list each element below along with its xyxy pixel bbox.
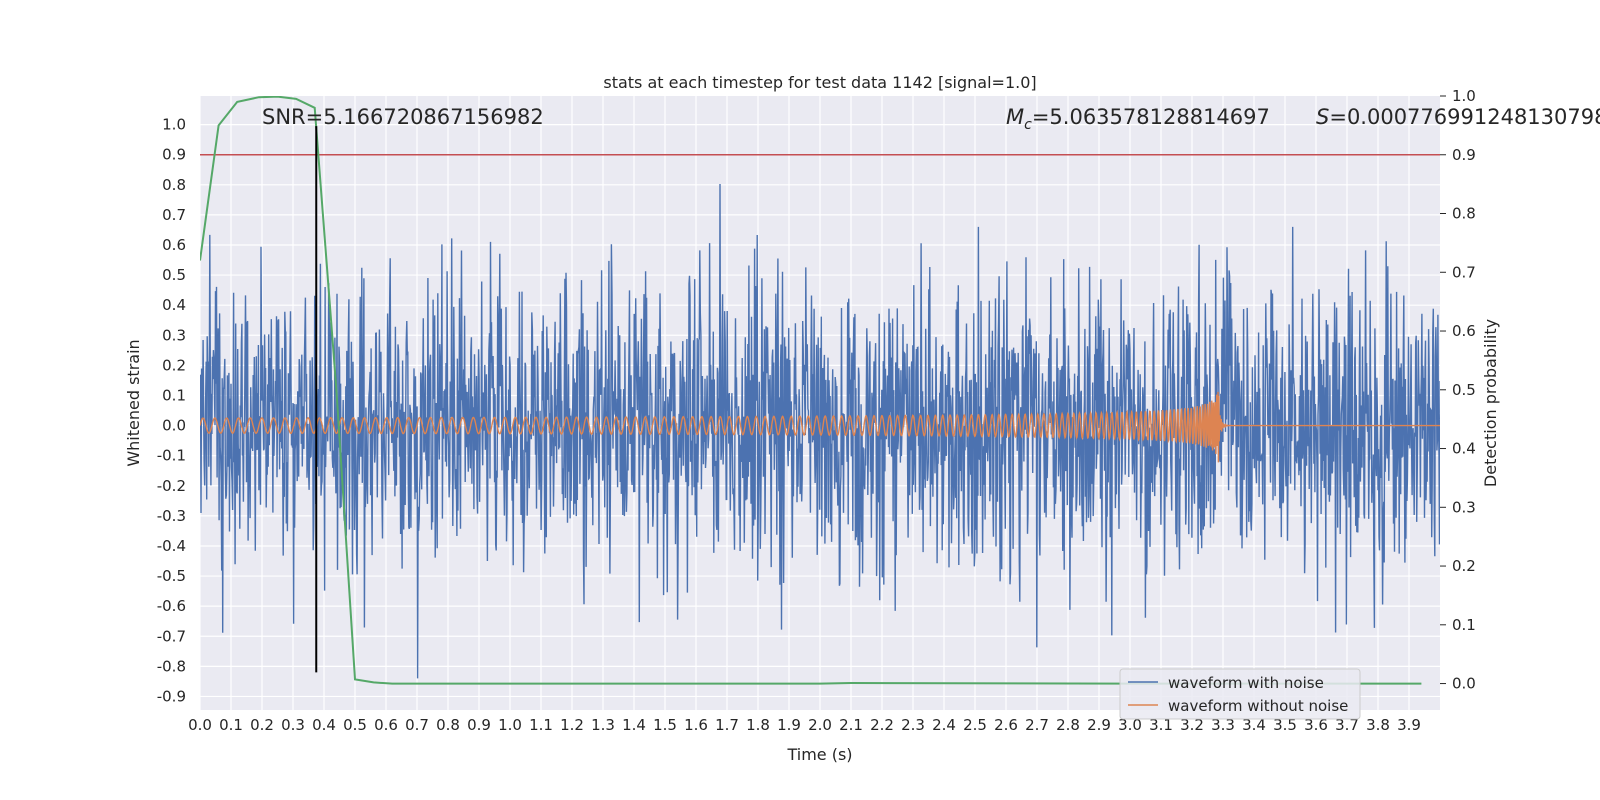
y2-axis-label: Detection probability (1481, 319, 1500, 487)
x-tick-label: 2.5 (963, 716, 987, 734)
y-tick-label: 0.5 (162, 266, 186, 284)
x-tick-label: 1.4 (622, 716, 646, 734)
x-tick-label: 2.9 (1087, 716, 1111, 734)
y2-tick-label: 0.3 (1452, 498, 1476, 516)
x-axis-label: Time (s) (786, 745, 852, 764)
x-tick-label: 1.6 (684, 716, 708, 734)
x-tick-label: 3.6 (1304, 716, 1328, 734)
legend-noise-label: waveform with noise (1168, 674, 1324, 692)
y2-tick-label: 0.9 (1452, 146, 1476, 164)
legend-clean-label: waveform without noise (1168, 697, 1348, 715)
x-tick-label: 0.3 (281, 716, 305, 734)
y-tick-label: 0.1 (162, 386, 186, 404)
y-tick-label: -0.3 (157, 507, 186, 525)
x-tick-label: 2.8 (1056, 716, 1080, 734)
x-tick-label: 1.5 (653, 716, 677, 734)
x-tick-label: 2.7 (1025, 716, 1049, 734)
y-tick-label: -0.6 (157, 597, 186, 615)
x-tick-label: 2.6 (994, 716, 1018, 734)
x-tick-label: 2.3 (901, 716, 925, 734)
x-tick-label: 2.2 (870, 716, 894, 734)
x-tick-label: 0.9 (467, 716, 491, 734)
y2-tick-label: 0.4 (1452, 440, 1476, 458)
y2-tick-label: 0.0 (1452, 675, 1476, 693)
x-tick-label: 3.3 (1211, 716, 1235, 734)
y-tick-label: -0.5 (157, 567, 186, 585)
y2-tick-label: 0.5 (1452, 381, 1476, 399)
x-tick-label: 3.8 (1366, 716, 1390, 734)
y-tick-label: -0.4 (157, 537, 186, 555)
x-tick-label: 1.0 (498, 716, 522, 734)
y-tick-label: 0.2 (162, 356, 186, 374)
y-tick-label: -0.2 (157, 477, 186, 495)
y-axis-label: Whitened strain (124, 339, 143, 466)
chart-title: stats at each timestep for test data 114… (603, 73, 1036, 92)
y-tick-label: -0.9 (157, 687, 186, 705)
s-annotation: S=0.0007769912481307983 (1316, 105, 1600, 129)
s-value: =0.0007769912481307983 (1329, 105, 1600, 129)
legend-box (1119, 668, 1361, 720)
x-tick-label: 3.9 (1397, 716, 1421, 734)
x-tick-label: 0.4 (312, 716, 336, 734)
y2-tick-label: 0.6 (1452, 322, 1476, 340)
s-symbol: S (1316, 105, 1329, 129)
x-tick-label: 0.5 (343, 716, 367, 734)
x-tick-label: 0.7 (405, 716, 429, 734)
y-tick-label: 0.8 (162, 176, 186, 194)
y-tick-label: 0.3 (162, 326, 186, 344)
y-tick-label: 0.7 (162, 206, 186, 224)
detection-probability-line (200, 96, 1422, 685)
x-tick-label: 2.0 (808, 716, 832, 734)
x-tick-label: 0.8 (436, 716, 460, 734)
x-tick-label: 0.2 (250, 716, 274, 734)
y2-tick-label: 0.2 (1452, 557, 1476, 575)
x-tick-label: 3.5 (1273, 716, 1297, 734)
mc-subscript: c (1024, 117, 1032, 133)
x-tick-label: 0.0 (188, 716, 212, 734)
y-tick-label: 0.9 (162, 146, 186, 164)
y2-tick-label: 1.0 (1452, 87, 1476, 105)
x-tick-label: 3.4 (1242, 716, 1266, 734)
x-tick-label: 1.2 (560, 716, 584, 734)
y-ticks: 1.0 0.9 0.8 0.7 0.6 0.5 0.4 0.3 0.2 0.1 0.0 -0.1 -0.… (157, 116, 186, 706)
x-tick-label: 3.7 (1335, 716, 1359, 734)
y-tick-label: 0.4 (162, 296, 186, 314)
x-tick-label: 0.1 (219, 716, 243, 734)
y-tick-label: -0.8 (157, 657, 186, 675)
y-tick-label: -0.1 (157, 447, 186, 465)
x-tick-label: 3.1 (1149, 716, 1173, 734)
y-tick-label: 0.0 (162, 417, 186, 435)
mc-annotation: Mc=5.063578128814697 (1006, 105, 1270, 133)
x-tick-label: 3.2 (1180, 716, 1204, 734)
x-tick-label: 1.8 (746, 716, 770, 734)
snr-annotation: SNR=5.166720867156982 (262, 105, 544, 129)
x-tick-label: 1.7 (715, 716, 739, 734)
y-tick-label: -0.7 (157, 627, 186, 645)
y-tick-label: 0.6 (162, 236, 186, 254)
y2-tick-label: 0.1 (1452, 616, 1476, 634)
y2-tick-label: 0.8 (1452, 205, 1476, 223)
series-waveform-without-noise (200, 391, 1440, 463)
mc-value: =5.063578128814697 (1032, 105, 1270, 129)
legend: waveform with noise waveform without noi… (1119, 668, 1361, 720)
y2-ticks: 1.0 0.9 0.8 0.7 0.6 0.5 0.4 0.3 0.2 0.1 0.0 (1440, 87, 1476, 693)
x-tick-label: 1.9 (777, 716, 801, 734)
y2-tick-label: 0.7 (1452, 263, 1476, 281)
x-tick-label: 1.3 (591, 716, 615, 734)
x-tick-label: 2.4 (932, 716, 956, 734)
x-tick-label: 0.6 (374, 716, 398, 734)
x-tick-label: 3.0 (1118, 716, 1142, 734)
x-ticks: 0.0 0.1 0.2 0.3 0.4 0.5 0.6 0.7 0.8 0.9 1.0 1.1 1.2 1… (188, 716, 1421, 734)
x-tick-label: 2.1 (839, 716, 863, 734)
mc-symbol: M (1006, 105, 1024, 129)
y-tick-label: 1.0 (162, 116, 186, 134)
x-tick-label: 1.1 (529, 716, 553, 734)
